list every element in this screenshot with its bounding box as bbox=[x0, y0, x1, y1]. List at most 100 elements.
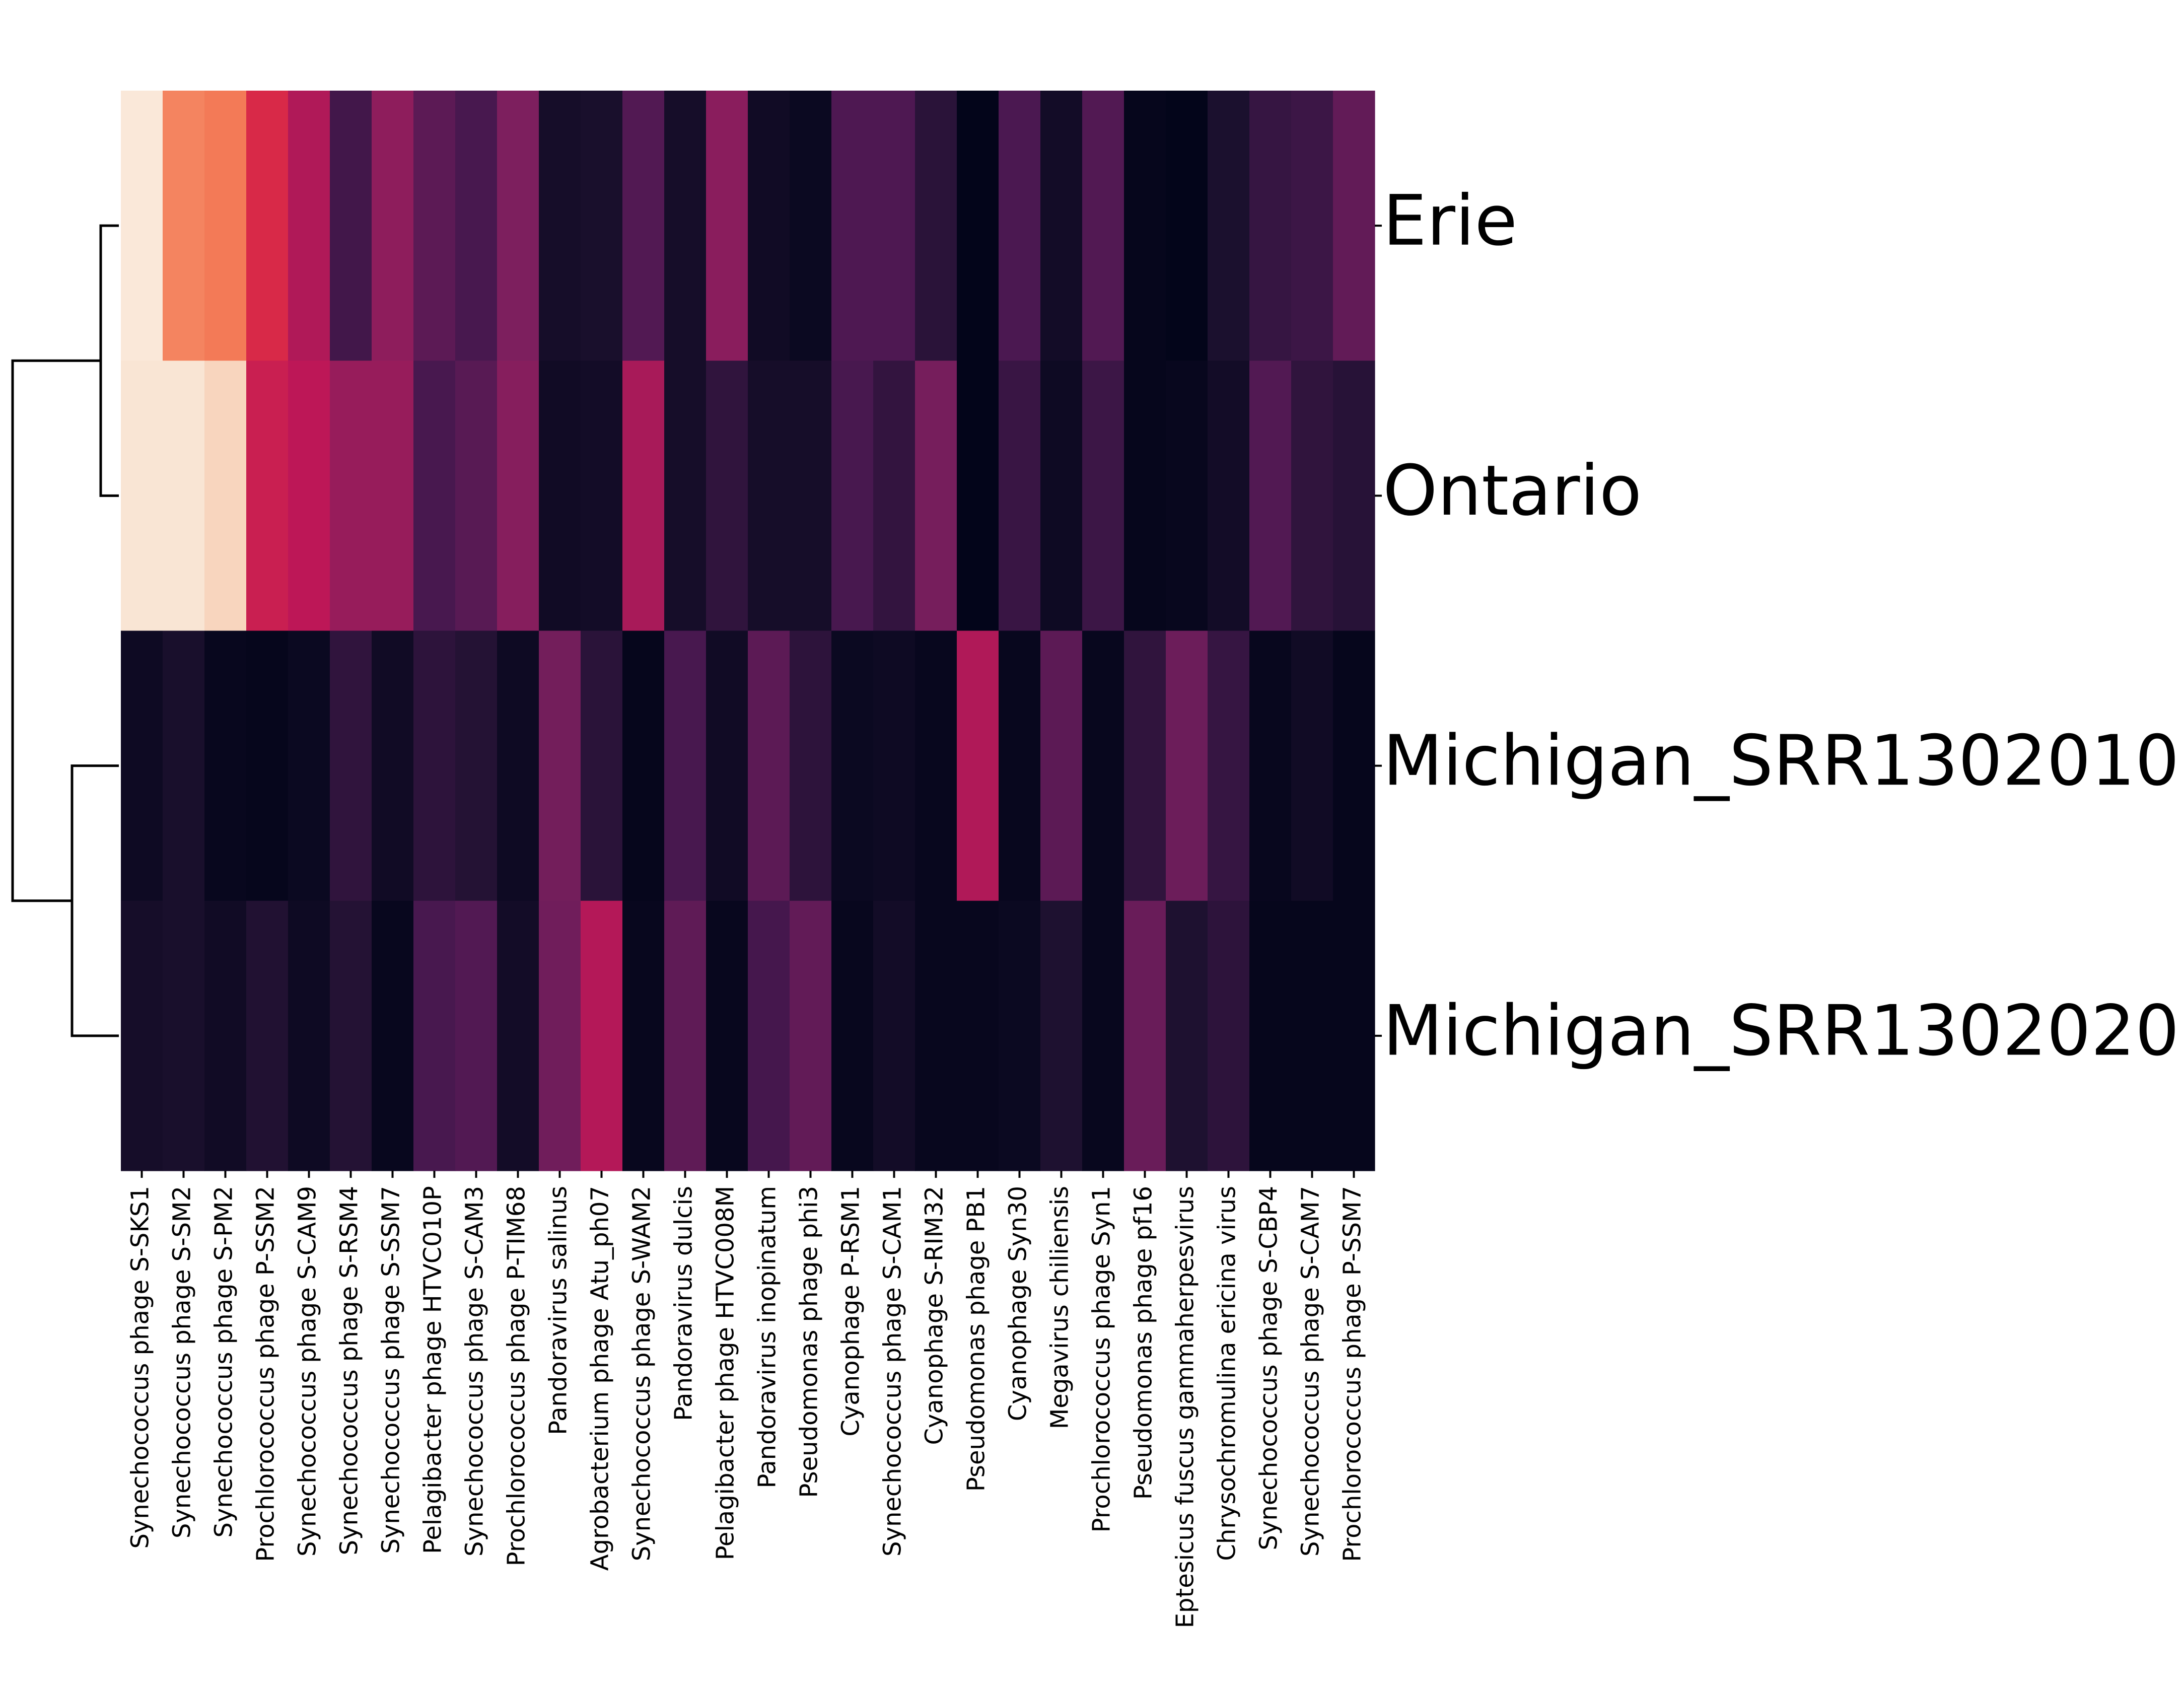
heatmap-cell bbox=[121, 361, 163, 631]
column-label: Synechococcus phage S-SM2 bbox=[168, 1186, 196, 1538]
column-label: Pseudomonas phage PB1 bbox=[962, 1186, 991, 1492]
heatmap-cell bbox=[1040, 361, 1083, 631]
heatmap-cell bbox=[831, 630, 874, 901]
heatmap-cell bbox=[1333, 361, 1375, 631]
heatmap-cell bbox=[748, 361, 790, 631]
heatmap-cell bbox=[622, 91, 665, 361]
heatmap-cell bbox=[455, 91, 498, 361]
heatmap-cell bbox=[1166, 91, 1208, 361]
heatmap-cell bbox=[204, 91, 247, 361]
row-label: Ontario bbox=[1383, 450, 1642, 531]
heatmap-cell bbox=[664, 900, 707, 1171]
column-label: Pseudomonas phage pf16 bbox=[1130, 1186, 1158, 1500]
heatmap-cell bbox=[831, 361, 874, 631]
heatmap-cell bbox=[664, 630, 707, 901]
heatmap-cell bbox=[999, 361, 1041, 631]
column-labels: Synechococcus phage S-SKS1 Synechococcus … bbox=[126, 1171, 1367, 1628]
column-label: Cyanophage S-RIM32 bbox=[921, 1186, 949, 1445]
heatmap-cell bbox=[1040, 900, 1083, 1171]
heatmap-cell bbox=[873, 900, 915, 1171]
heatmap-cell bbox=[121, 91, 163, 361]
heatmap-cell bbox=[163, 630, 205, 901]
heatmap-cell bbox=[999, 91, 1041, 361]
heatmap-cell bbox=[1333, 630, 1375, 901]
row-label: Michigan_SRR1302010 bbox=[1383, 720, 2179, 801]
heatmap-cell bbox=[330, 900, 372, 1171]
heatmap-cell bbox=[372, 630, 414, 901]
heatmap-cell bbox=[1166, 630, 1208, 901]
heatmap-cell bbox=[246, 630, 289, 901]
heatmap-cell bbox=[1333, 91, 1375, 361]
heatmap-cell bbox=[915, 361, 957, 631]
heatmap-cell bbox=[204, 630, 247, 901]
heatmap-cell bbox=[1124, 630, 1166, 901]
heatmap-cell bbox=[1208, 630, 1250, 901]
heatmap-cell bbox=[1040, 630, 1083, 901]
heatmap-cell bbox=[1249, 630, 1292, 901]
heatmap-cell bbox=[748, 630, 790, 901]
column-label: Synechococcus phage S-CBP4 bbox=[1255, 1186, 1283, 1550]
heatmap-cell bbox=[1082, 91, 1124, 361]
heatmap-cell bbox=[664, 361, 707, 631]
column-label: Cyanophage Syn30 bbox=[1004, 1186, 1032, 1421]
heatmap-cell bbox=[121, 630, 163, 901]
heatmap-cell bbox=[1291, 361, 1333, 631]
heatmap-cell bbox=[288, 91, 330, 361]
heatmap-cell bbox=[455, 361, 498, 631]
dendrogram-branch bbox=[99, 224, 119, 497]
heatmap-cell bbox=[1166, 361, 1208, 631]
heatmap-cell bbox=[873, 630, 915, 901]
column-label: Pandoravirus salinus bbox=[544, 1186, 573, 1435]
heatmap-cell bbox=[957, 361, 999, 631]
heatmap-cell bbox=[748, 900, 790, 1171]
heatmap-cell bbox=[622, 361, 665, 631]
row-label: Erie bbox=[1383, 180, 1517, 261]
heatmap-cell bbox=[1208, 900, 1250, 1171]
heatmap-cell bbox=[706, 900, 748, 1171]
column-label: Synechococcus phage S-SKS1 bbox=[126, 1186, 155, 1549]
heatmap-cell bbox=[497, 361, 539, 631]
heatmap-cell bbox=[957, 630, 999, 901]
heatmap-cell bbox=[1249, 900, 1292, 1171]
heatmap-cell bbox=[246, 361, 289, 631]
heatmap-cell bbox=[1082, 630, 1124, 901]
column-label: Pandoravirus inopinatum bbox=[753, 1186, 782, 1489]
heatmap-cell bbox=[413, 630, 456, 901]
heatmap-cell bbox=[497, 900, 539, 1171]
heatmap-cell bbox=[1082, 361, 1124, 631]
heatmap-cell bbox=[288, 361, 330, 631]
heatmap-cell bbox=[539, 91, 581, 361]
column-label: Synechococcus phage S-RSM4 bbox=[335, 1186, 364, 1555]
heatmap-cells bbox=[121, 91, 1375, 1171]
heatmap-cell bbox=[1291, 630, 1333, 901]
column-label: Prochlorococcus phage Syn1 bbox=[1088, 1186, 1116, 1532]
column-label: Synechococcus phage S-CAM3 bbox=[461, 1186, 489, 1557]
heatmap-cell bbox=[999, 900, 1041, 1171]
heatmap-cell bbox=[1333, 900, 1375, 1171]
heatmap-cell bbox=[831, 91, 874, 361]
heatmap-cell bbox=[288, 630, 330, 901]
column-label: Cyanophage P-RSM1 bbox=[837, 1186, 865, 1437]
heatmap-cell bbox=[1040, 91, 1083, 361]
column-label: Synechococcus phage S-CAM9 bbox=[294, 1186, 322, 1557]
column-label: Synechococcus phage S-SSM7 bbox=[377, 1186, 405, 1554]
heatmap-cell bbox=[163, 91, 205, 361]
row-labels: Erie Ontario Michigan_SRR1302010 Michigan_S… bbox=[1375, 180, 2179, 1071]
heatmap-cell bbox=[1082, 900, 1124, 1171]
heatmap-cell bbox=[539, 900, 581, 1171]
heatmap-cell bbox=[664, 91, 707, 361]
row-dendrogram bbox=[11, 224, 119, 1037]
heatmap-cell bbox=[539, 361, 581, 631]
heatmap-cell bbox=[1208, 361, 1250, 631]
column-label: Pelagibacter phage HTVC008M bbox=[712, 1186, 740, 1560]
heatmap-cell bbox=[1249, 91, 1292, 361]
heatmap-cell bbox=[790, 630, 832, 901]
heatmap-cell bbox=[1124, 361, 1166, 631]
heatmap-cell bbox=[413, 91, 456, 361]
heatmap-cell bbox=[581, 361, 623, 631]
heatmap-cell bbox=[497, 630, 539, 901]
column-label: Pandoravirus dulcis bbox=[670, 1186, 698, 1421]
heatmap-cell bbox=[706, 361, 748, 631]
heatmap-cell bbox=[539, 630, 581, 901]
